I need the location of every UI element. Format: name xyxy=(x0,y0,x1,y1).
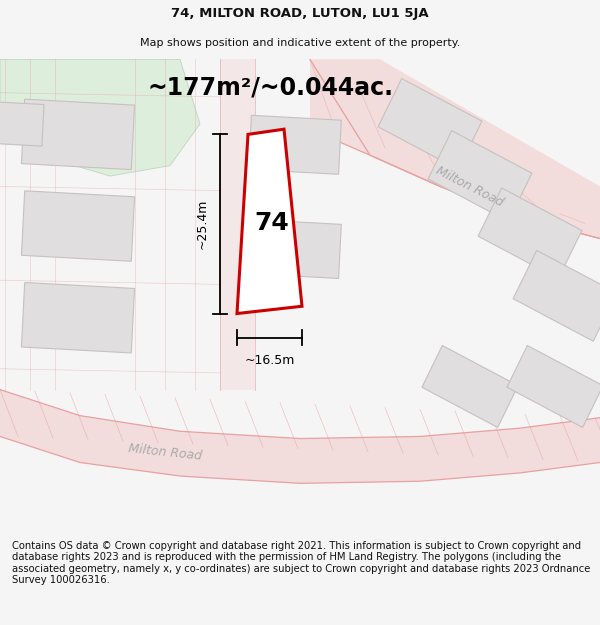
Polygon shape xyxy=(378,79,482,169)
Polygon shape xyxy=(0,389,600,483)
Text: ~177m²/~0.044ac.: ~177m²/~0.044ac. xyxy=(147,76,393,99)
Polygon shape xyxy=(249,115,341,174)
Text: Milton Road: Milton Road xyxy=(434,164,506,209)
Text: 74: 74 xyxy=(254,211,289,235)
Polygon shape xyxy=(0,102,44,146)
Polygon shape xyxy=(22,99,134,169)
Polygon shape xyxy=(220,59,255,389)
Text: 74, MILTON ROAD, LUTON, LU1 5JA: 74, MILTON ROAD, LUTON, LU1 5JA xyxy=(171,6,429,19)
Polygon shape xyxy=(422,346,518,428)
Polygon shape xyxy=(478,188,582,279)
Text: Map shows position and indicative extent of the property.: Map shows position and indicative extent… xyxy=(140,38,460,48)
Text: Contains OS data © Crown copyright and database right 2021. This information is : Contains OS data © Crown copyright and d… xyxy=(12,541,590,586)
Polygon shape xyxy=(22,282,134,353)
Text: ~25.4m: ~25.4m xyxy=(196,199,209,249)
Text: Milton Road: Milton Road xyxy=(128,442,202,462)
Polygon shape xyxy=(249,219,341,279)
Polygon shape xyxy=(310,59,600,239)
Polygon shape xyxy=(507,346,600,428)
Polygon shape xyxy=(0,59,200,176)
Polygon shape xyxy=(22,191,134,261)
Polygon shape xyxy=(237,129,302,314)
Text: ~16.5m: ~16.5m xyxy=(244,354,295,367)
Polygon shape xyxy=(513,251,600,341)
Polygon shape xyxy=(428,131,532,221)
